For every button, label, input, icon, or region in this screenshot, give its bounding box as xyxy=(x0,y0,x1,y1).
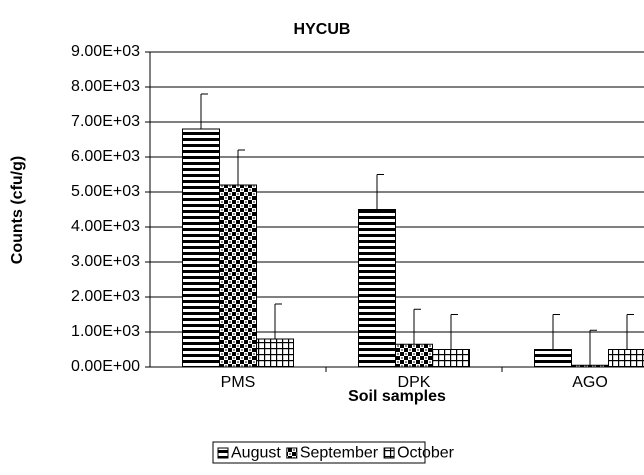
legend-swatch xyxy=(383,447,395,459)
error-bar xyxy=(200,93,208,129)
legend-swatch xyxy=(286,447,298,459)
bar xyxy=(571,364,609,368)
error-bar xyxy=(237,149,245,185)
bar xyxy=(534,349,572,368)
y-tick-label: 4.00E+03 xyxy=(71,218,140,235)
y-axis-label: Counts (cfu/g) xyxy=(9,156,26,264)
x-axis-label: Soil samples xyxy=(348,388,446,405)
chart-title: HYCUB xyxy=(294,21,351,38)
legend-box xyxy=(212,441,426,464)
bar xyxy=(256,338,294,368)
error-bar xyxy=(413,308,421,345)
legend-label: September xyxy=(300,445,379,462)
y-tick-label: 9.00E+03 xyxy=(71,43,140,60)
error-bar xyxy=(626,314,634,350)
bar xyxy=(219,184,257,368)
error-bar xyxy=(274,303,282,339)
x-tick-label: DPK xyxy=(398,374,431,391)
y-tick-label: 5.00E+03 xyxy=(71,183,140,200)
bar xyxy=(395,343,433,368)
y-tick-label: 2.00E+03 xyxy=(71,288,140,305)
x-tick-label: AGO xyxy=(572,374,608,391)
bar xyxy=(432,349,470,368)
error-bar xyxy=(450,314,458,350)
error-bar xyxy=(552,314,560,350)
x-tick-label: PMS xyxy=(221,374,256,391)
bar xyxy=(608,349,644,368)
y-tick-label: 8.00E+03 xyxy=(71,78,140,95)
y-tick-label: 0.00E+00 xyxy=(71,358,140,375)
legend-label: October xyxy=(397,445,455,462)
legend-swatch xyxy=(217,447,229,459)
y-tick-label: 7.00E+03 xyxy=(71,113,140,130)
error-bar xyxy=(376,174,384,210)
bar xyxy=(182,128,220,368)
legend-label: August xyxy=(231,445,281,462)
bar xyxy=(358,209,396,368)
y-tick-label: 6.00E+03 xyxy=(71,148,140,165)
error-bar xyxy=(589,329,597,366)
y-tick-label: 1.00E+03 xyxy=(71,323,140,340)
y-tick-label: 3.00E+03 xyxy=(71,253,140,270)
